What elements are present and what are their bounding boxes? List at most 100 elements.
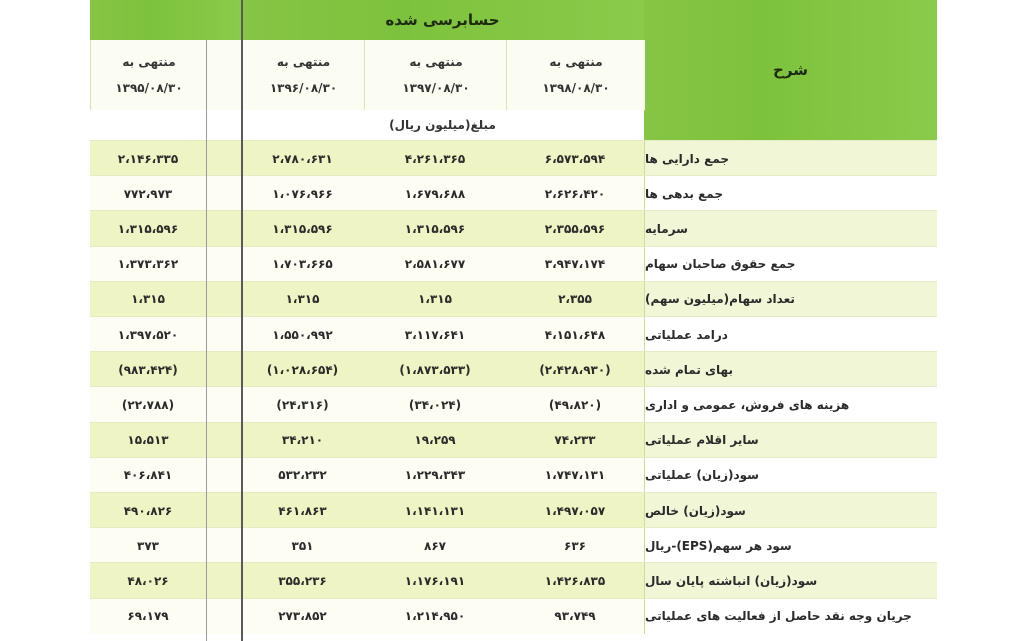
value-1398: ۴،۱۵۱،۶۴۸ <box>544 327 606 342</box>
period-prefix: منتهی به <box>409 55 463 69</box>
value-1397: ۸۶۷ <box>424 538 446 553</box>
value-1396: ۳۵۵،۲۳۶ <box>278 573 327 588</box>
spacer-cell <box>206 599 241 634</box>
row-label: سرمایه <box>644 211 937 247</box>
value-1396: (۲۴،۳۱۶) <box>276 397 329 412</box>
value-1396: ۳۴،۲۱۰ <box>281 433 324 448</box>
row-label: درامد عملیاتی <box>644 317 937 352</box>
value-1398: ۱،۴۲۶،۸۳۵ <box>544 573 606 588</box>
table-row: ۶۹،۱۷۹ ۲۷۳،۸۵۲ ۱،۲۱۴،۹۵۰ ۹۳،۷۴۹ جریان وجه نق… <box>90 597 937 634</box>
value-1398: ۹۳،۷۴۹ <box>554 609 596 624</box>
spacer-cell <box>206 387 241 422</box>
value-1398: (۴۹،۸۲۰) <box>548 397 602 412</box>
table-row: ۱۵،۵۱۳ ۳۴،۲۱۰ ۱۹،۲۵۹ ۷۴،۲۳۳ سایر اقلام عملیا… <box>90 421 937 458</box>
row-label: جریان وجه نقد حاصل از فعالیت های عملیاتی <box>644 598 937 634</box>
column-divider <box>241 0 243 641</box>
table-row: ۱،۳۷۳،۳۶۲ ۱،۷۰۳،۶۶۵ ۲،۵۸۱،۶۷۷ ۳،۹۴۷،۱۷۴ جمع … <box>90 245 937 282</box>
value-1395: (۲۲،۷۸۸) <box>121 397 175 412</box>
value-1395: ۱،۳۹۷،۵۲۰ <box>117 327 179 342</box>
value-1396: ۱،۳۱۵،۵۹۶ <box>272 221 333 236</box>
value-1396: ۳۵۱ <box>291 538 314 553</box>
spacer-column-header <box>206 40 242 110</box>
value-1397: ۱۹،۲۵۹ <box>414 433 456 448</box>
row-label: سود(زیان) انباشته پایان سال <box>644 563 937 599</box>
value-1396: ۱،۳۱۵ <box>285 292 320 307</box>
spacer-cell <box>206 458 241 493</box>
value-1396: ۲۷۳،۸۵۲ <box>278 609 327 624</box>
value-1395: ۳۷۳ <box>137 538 159 553</box>
spacer-cell <box>206 423 241 458</box>
row-label: سود(زیان) خالص <box>644 493 937 528</box>
value-1398: ۶۳۶ <box>564 538 586 553</box>
row-label: بهای تمام شده <box>644 352 937 388</box>
value-1395: ۴۹۰،۸۲۶ <box>123 503 173 518</box>
period-date: ۱۳۹۵/۰۸/۳۰ <box>115 81 183 95</box>
value-1395: ۱،۳۱۵،۵۹۶ <box>117 221 179 236</box>
value-1397: ۱،۲۱۴،۹۵۰ <box>404 609 466 624</box>
value-1398: ۲،۶۲۶،۴۲۰ <box>544 186 606 201</box>
value-1395: ۱۵،۵۱۳ <box>127 433 169 448</box>
value-1397: ۱،۲۲۹،۳۴۳ <box>404 468 466 483</box>
period-date: ۱۳۹۶/۰۸/۳۰ <box>269 81 338 95</box>
header-blank <box>90 0 241 40</box>
table-row: ۲،۱۴۶،۳۳۵ ۲،۷۸۰،۶۳۱ ۴،۲۶۱،۳۶۵ ۶،۵۷۳،۵۹۴ جمع … <box>90 140 937 176</box>
row-label: جمع بدهی ها <box>644 176 937 212</box>
row-label: سایر اقلام عملیاتی <box>644 422 937 458</box>
value-1396: ۱،۷۰۳،۶۶۵ <box>272 257 333 272</box>
description-header: شرح <box>644 0 937 140</box>
value-1397: ۱،۶۷۹،۶۸۸ <box>404 186 466 201</box>
period-prefix: منتهی به <box>549 55 603 69</box>
spacer-cell <box>206 493 241 528</box>
value-1397: ۳،۱۱۷،۶۴۱ <box>404 327 466 342</box>
spacer-cell <box>206 176 241 211</box>
spacer-cell <box>206 282 241 317</box>
period-prefix: منتهی به <box>276 55 331 69</box>
value-1398: ۷۴،۲۳۳ <box>554 433 596 448</box>
value-1396: ۱،۰۷۶،۹۶۶ <box>272 186 333 201</box>
spacer-cell <box>206 211 241 246</box>
spacer-cell <box>206 352 241 387</box>
period-header-1398: منتهی به ۱۳۹۸/۰۸/۳۰ <box>506 40 645 110</box>
table-row: ۷۷۲،۹۷۳ ۱،۰۷۶،۹۶۶ ۱،۶۷۹،۶۸۸ ۲،۶۲۶،۴۲۰ جمع بد… <box>90 175 937 212</box>
table-row: ۴۸،۰۲۶ ۳۵۵،۲۳۶ ۱،۱۷۶،۱۹۱ ۱،۴۲۶،۸۳۵ سود(زیان)… <box>90 562 937 599</box>
value-1397: (۳۴،۰۲۴) <box>408 397 462 412</box>
value-1397: ۲،۵۸۱،۶۷۷ <box>404 257 466 272</box>
row-label: جمع دارایی ها <box>644 141 937 176</box>
value-1395: ۶۹،۱۷۹ <box>127 609 169 624</box>
table-row: ۳۷۳ ۳۵۱ ۸۶۷ ۶۳۶ سود هر سهم(EPS)-ریال <box>90 527 937 564</box>
column-divider <box>206 40 207 641</box>
value-1398: (۲،۴۲۸،۹۳۰) <box>539 362 611 377</box>
value-1398: ۶،۵۷۳،۵۹۴ <box>544 151 606 166</box>
period-header-1395: منتهی به ۱۳۹۵/۰۸/۳۰ <box>90 40 207 110</box>
row-label: تعداد سهام(میلیون سهم) <box>644 281 937 317</box>
table-row: ۴۹۰،۸۲۶ ۴۶۱،۸۶۳ ۱،۱۴۱،۱۳۱ ۱،۴۹۷،۰۵۷ سود(زیان… <box>90 492 937 528</box>
value-1398: ۱،۴۹۷،۰۵۷ <box>544 503 606 518</box>
period-prefix: منتهی به <box>122 55 176 69</box>
table-row: (۹۸۳،۴۲۴) (۱،۰۲۸،۶۵۴) (۱،۸۷۳،۵۳۳) (۲،۴۲۸،۹۳… <box>90 351 937 388</box>
spacer-cell <box>206 528 241 563</box>
value-1398: ۲،۳۵۵،۵۹۶ <box>544 221 606 236</box>
value-1396: ۲،۷۸۰،۶۳۱ <box>272 151 333 166</box>
value-1397: ۱،۱۴۱،۱۳۱ <box>404 503 466 518</box>
value-1395: ۴۸،۰۲۶ <box>127 573 169 588</box>
audited-header: حسابرسی شده <box>241 0 644 40</box>
value-1395: ۴۰۶،۸۴۱ <box>123 468 173 483</box>
value-1396: ۵۳۲،۲۳۲ <box>278 468 327 483</box>
table-row: ۴۰۶،۸۴۱ ۵۳۲،۲۳۲ ۱،۲۲۹،۳۴۳ ۱،۷۴۷،۱۳۱ سود(زیان… <box>90 456 937 493</box>
value-1395: (۹۸۳،۴۲۴) <box>118 362 178 377</box>
row-label: هزینه های فروش، عمومی و اداری <box>644 387 937 423</box>
value-1396: ۱،۵۵۰،۹۹۲ <box>272 327 333 342</box>
table-row: ۱،۳۱۵،۵۹۶ ۱،۳۱۵،۵۹۶ ۱،۳۱۵،۵۹۶ ۲،۳۵۵،۵۹۶ سرما… <box>90 210 937 247</box>
period-header-1396: منتهی به ۱۳۹۶/۰۸/۳۰ <box>241 40 365 110</box>
spacer-cell <box>206 141 241 176</box>
value-1397: ۱،۳۱۵،۵۹۶ <box>404 221 466 236</box>
spacer-cell <box>206 563 241 598</box>
value-1396: ۴۶۱،۸۶۳ <box>278 503 327 518</box>
row-label: سود(زیان) عملیاتی <box>644 457 937 493</box>
spacer-cell <box>206 247 241 282</box>
value-1398: ۱،۷۴۷،۱۳۱ <box>544 468 606 483</box>
value-1396: (۱،۰۲۸،۶۵۴) <box>266 362 339 377</box>
period-date: ۱۳۹۷/۰۸/۳۰ <box>402 81 470 95</box>
value-1395: ۱،۳۷۳،۳۶۲ <box>117 257 179 272</box>
table-row: ۱،۳۱۵ ۱،۳۱۵ ۱،۳۱۵ ۲،۳۵۵ تعداد سهام(میلیون سه… <box>90 280 937 317</box>
